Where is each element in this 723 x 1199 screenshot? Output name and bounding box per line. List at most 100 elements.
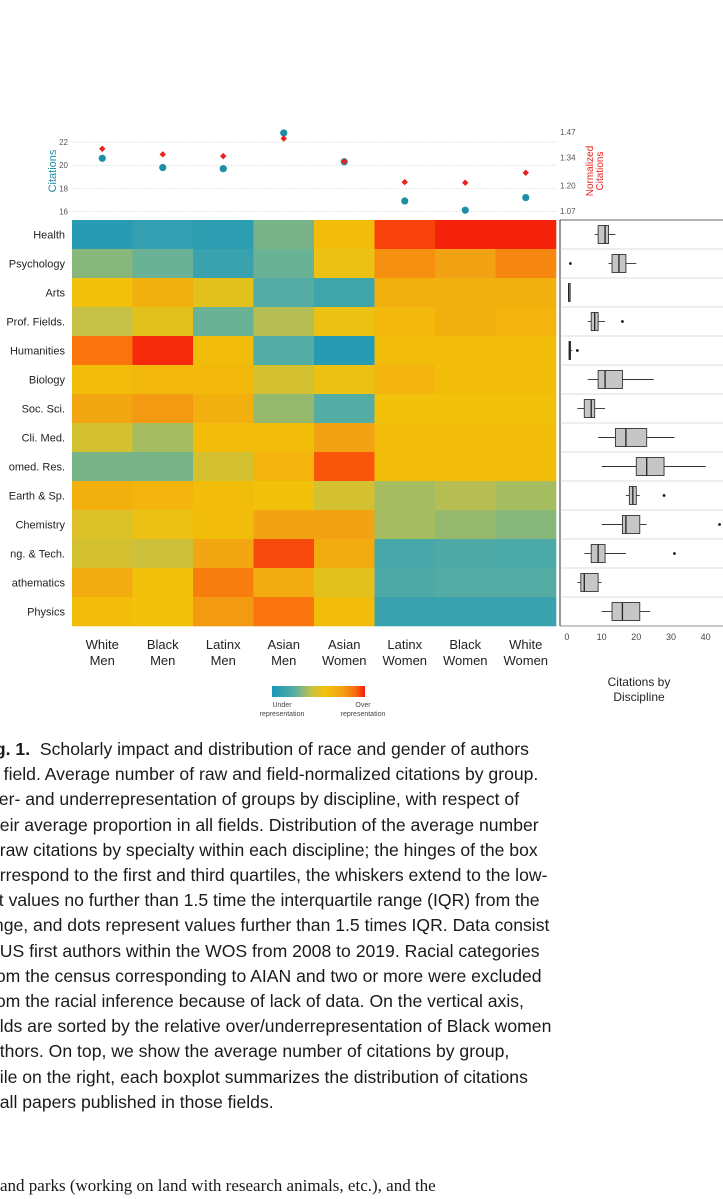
heatmap-cell [253,365,315,395]
heatmap-cell [132,597,194,627]
caption-line: y field. Average number of raw and field… [0,764,539,785]
heatmap-cell [253,568,315,598]
heatmap-cell [72,336,133,366]
normalized-citation-point [159,151,166,158]
caption-line: elds are sorted by the relative over/und… [0,1016,552,1037]
box-x-label: Citations by Discipline [608,675,671,704]
row-label: Psychology [9,259,66,271]
caption-line: heir average proportion in all fields. D… [0,814,539,835]
y2-axis-label-part: Citations [595,152,606,191]
column-label: Latinx Men [206,637,241,668]
normalized-citation-point [280,135,287,142]
heatmap-cell [314,278,375,308]
heatmap-cell [72,481,133,511]
heatmap-cell [72,597,133,627]
heatmap-cell [72,423,133,453]
heatmap-cell [374,568,436,598]
heatmap-cell [253,481,315,511]
heatmap-cell [253,220,315,250]
column-label: Asian Women [322,637,367,668]
caption-line: inge, and dots represent values further … [0,915,550,936]
heatmap-cell [495,336,557,366]
box [621,515,641,534]
citation-point [401,197,409,205]
heatmap-cell [193,307,254,337]
heatmap-cell [435,220,496,250]
heatmap-cell [253,336,315,366]
row-label: Chemistry [15,520,65,532]
heatmap-cell [495,423,557,453]
heatmap-cell [495,568,557,598]
column-label: Asian Men [267,637,300,668]
y-tick-label: 16 [59,207,68,216]
heatmap-cell [495,597,557,627]
heatmap-cell [72,278,133,308]
box [580,573,599,592]
heatmap-cell [374,510,436,540]
row-label: Arts [45,288,65,300]
heatmap-cell [495,452,557,482]
heatmap-cell [314,249,375,279]
y-tick-label: 20 [59,161,68,170]
caption-line: hile on the right, each boxplot summariz… [0,1066,528,1087]
heatmap-cell [132,278,194,308]
caption-line: f US first authors within the WOS from 2… [0,940,540,961]
box-x-label-line: Discipline [613,690,665,704]
heatmap-cell [132,336,194,366]
body-text-fragment: and parks (working on land with research… [0,1176,436,1195]
y2-tick-label: 1.07 [560,207,576,216]
caption-line: ver- and underrepresentation of groups b… [0,789,520,810]
heatmap-cell [72,307,133,337]
y2-axis-label: NormalizedCitations [585,146,606,197]
heatmap-cell [132,510,194,540]
heatmap-cell [435,452,496,482]
y-axis-label: Citations [47,149,59,192]
legend-low-label: Under representation [260,702,305,718]
heatmap-cell [72,365,133,395]
heatmap-cell [253,452,315,482]
heatmap-cell [253,539,315,569]
heatmap-cell [314,394,375,424]
caption-line: Scholarly impact and distribution of rac… [39,739,529,759]
column-label-line: Women [503,653,548,668]
row-label: Biology [29,375,66,387]
colorbar-legend: Under representation Over representation [260,686,385,718]
boxplot-panel: 0 10 20 30 40 Citations by Discipline [559,219,723,704]
heatmap-cell [374,249,436,279]
legend-low-line: Under [272,702,292,709]
heatmap-cell [72,249,133,279]
heatmap-cell [495,481,557,511]
heatmap-cell [314,568,375,598]
heatmap-cell [374,394,436,424]
column-label: White Men [86,637,119,668]
y2-axis-label-part: Normalized [585,146,596,197]
column-label-line: Black [147,637,179,652]
column-label: White Women [503,637,548,668]
row-label: omed. Res. [9,462,65,474]
heatmap-cell [193,423,254,453]
row-label: Physics [27,607,65,619]
heatmap-cell [435,510,496,540]
citation-point [280,129,288,137]
row-label: ng. & Tech. [10,549,65,561]
heatmap-cell [374,365,436,395]
caption-line: uthors. On top, we show the average numb… [0,1041,510,1062]
heatmap-cell [132,249,194,279]
box-outlier [621,320,624,323]
caption-line: st values no further than 1.5 time the i… [0,890,540,911]
row-label: Health [33,230,65,242]
heatmap-cell [314,365,375,395]
row-label: athematics [12,578,66,590]
heatmap-cell [72,568,133,598]
column-label-line: Women [322,653,367,668]
heatmap-cell [253,307,315,337]
heatmap-cell [253,510,315,540]
citation-point [219,165,227,173]
box-outlier [718,523,721,526]
column-label-line: Men [150,653,175,668]
column-label-line: Men [90,653,115,668]
heatmap-cell [72,452,133,482]
y-tick-label: 18 [59,184,68,193]
box-x-tick: 10 [597,632,607,642]
heatmap-cell [193,539,254,569]
